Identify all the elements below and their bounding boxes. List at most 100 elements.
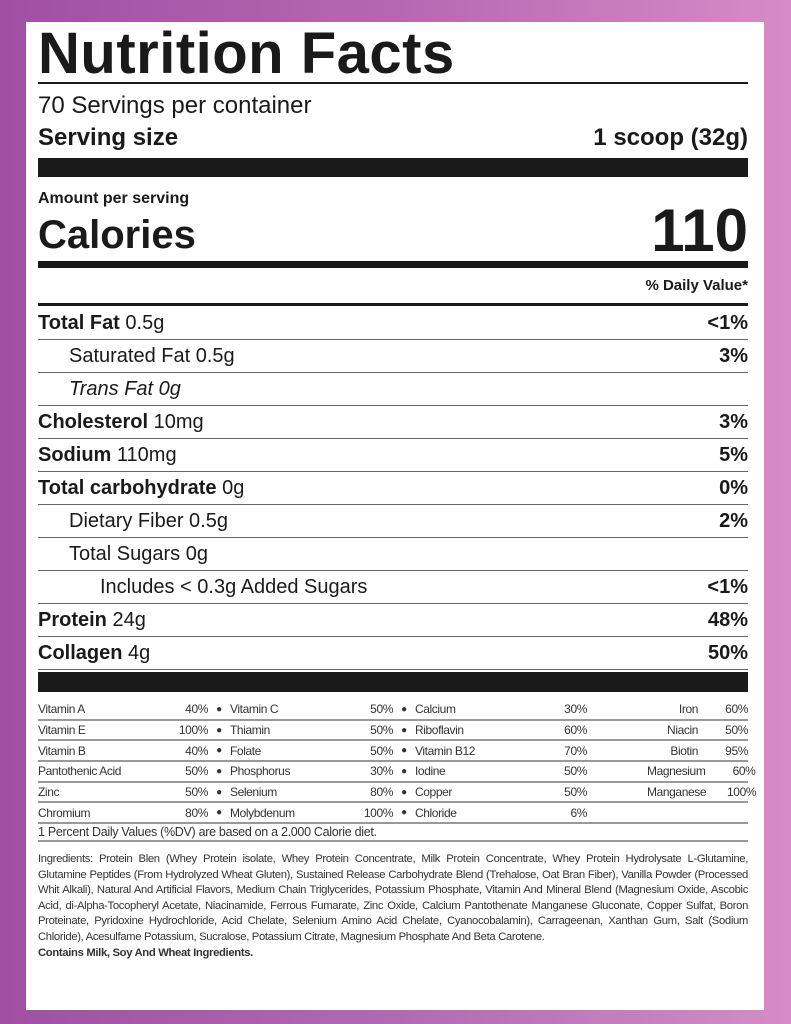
- vitamin-mineral-table: Vitamin A 40% ● Vitamin C 50% ● Calcium 30% Iron…: [38, 700, 757, 825]
- servings-per-container: 70 Servings per container: [38, 92, 748, 120]
- thick-divider: [38, 672, 748, 692]
- bullet-icon: ●: [401, 807, 407, 819]
- nutrient-label: Includes < 0.3g Added Sugars: [38, 576, 367, 599]
- footnote: 1 Percent Daily Values (%DV) are based o…: [38, 824, 748, 842]
- vitamin-dv: 50%: [564, 785, 587, 800]
- nutrient-row: Total Fat 0.5g <1%: [38, 307, 748, 340]
- nutrient-amount: 0.5g: [189, 509, 228, 532]
- vitamin-name: Iron: [678, 702, 698, 717]
- nutrient-label: Dietary Fiber 0.5g: [38, 510, 228, 533]
- vitamin-dv: 60%: [564, 723, 587, 738]
- nutrient-label: Saturated Fat 0.5g: [38, 345, 235, 368]
- nutrient-daily-value: <1%: [707, 311, 748, 334]
- nutrient-name: Trans Fat: [69, 377, 154, 400]
- nutrient-daily-value: 3%: [719, 410, 748, 433]
- nutrient-name: Dietary Fiber: [69, 509, 184, 532]
- nutrient-amount: 0g: [158, 377, 181, 400]
- bullet-icon: ●: [401, 765, 407, 777]
- vitamin-name: Pantothenic Acid: [38, 764, 121, 779]
- nutrient-amount: 0.5g: [195, 344, 235, 367]
- vitamin-row: Vitamin A 40% ● Vitamin C 50% ● Calcium 30% Iron…: [38, 700, 748, 721]
- vitamin-row: Zinc 50% ● Selenium 80% ● Copper 50% Manganese 10…: [38, 783, 757, 804]
- nutrient-row: Dietary Fiber 0.5g 2%: [38, 505, 748, 538]
- bullet-icon: ●: [216, 703, 222, 715]
- serving-size-label: Serving size: [38, 124, 179, 151]
- vitamin-dv: 40%: [185, 743, 208, 758]
- thick-divider: [38, 158, 748, 177]
- daily-value-header: % Daily Value*: [38, 275, 748, 295]
- calories-row: Calories 110: [38, 197, 748, 264]
- nutrient-label: Total Sugars 0g: [38, 543, 208, 566]
- nutrient-name: Sodium: [38, 443, 112, 466]
- calories-value: 110: [651, 196, 748, 264]
- vitamin-dv: 50%: [185, 785, 208, 800]
- vitamin-row: Chromium 80% ● Molybdenum 100% ● Chloride 6%: [38, 803, 748, 825]
- vitamin-dv: 100%: [363, 805, 393, 820]
- nutrient-amount: 24g: [112, 608, 146, 631]
- vitamin-name: Calcium: [415, 702, 456, 717]
- nutrient-label: Sodium 110mg: [38, 444, 177, 467]
- vitamin-name: Vitamin A: [38, 702, 85, 717]
- ingredients-text: Ingredients: Protein Blen (Whey Protein …: [38, 853, 748, 943]
- vitamin-name: Zinc: [38, 785, 60, 800]
- vitamin-dv: 50%: [725, 723, 748, 738]
- nutrient-label: Cholesterol 10mg: [38, 411, 204, 434]
- vitamin-dv: 50%: [370, 723, 393, 738]
- vitamin-name: Chloride: [415, 805, 457, 820]
- nutrient-row: Protein 24g 48%: [38, 604, 748, 637]
- vitamin-name: Niacin: [667, 723, 698, 738]
- nutrient-daily-value: 2%: [719, 509, 748, 532]
- vitamin-dv: 60%: [732, 764, 756, 779]
- vitamin-dv: 80%: [370, 785, 393, 800]
- divider: [38, 82, 748, 84]
- medium-divider: [38, 261, 748, 268]
- bullet-icon: ●: [216, 724, 222, 736]
- divider: [38, 303, 748, 306]
- nutrient-name: Saturated Fat: [69, 344, 191, 367]
- amount-per-serving: Amount per serving: [38, 189, 748, 209]
- calories-label: Calories: [38, 212, 196, 257]
- nutrient-label: Total carbohydrate 0g: [38, 477, 244, 500]
- allergen-statement: Contains Milk, Soy And Wheat Ingredients…: [38, 946, 253, 959]
- vitamin-dv: 30%: [370, 764, 393, 779]
- bullet-icon: ●: [401, 745, 407, 757]
- nutrient-name: Total carbohydrate: [38, 476, 217, 499]
- vitamin-dv: 70%: [564, 743, 587, 758]
- nutrient-name: Total Sugars: [69, 542, 181, 565]
- vitamin-name: Folate: [230, 743, 261, 758]
- vitamin-name: Chromium: [38, 805, 91, 820]
- vitamin-name: Phosphorus: [230, 764, 291, 779]
- nutrient-daily-value: 5%: [719, 443, 748, 466]
- nutrient-amount: 0.5g: [125, 311, 165, 334]
- vitamin-dv: 30%: [564, 702, 587, 717]
- nutrient-row: Collagen 4g 50%: [38, 637, 748, 670]
- vitamin-name: Molybdenum: [230, 805, 295, 820]
- vitamin-name: Riboflavin: [415, 723, 464, 738]
- label-title: Nutrition Facts: [38, 21, 455, 86]
- nutrient-row: Saturated Fat 0.5g 3%: [38, 340, 748, 373]
- vitamin-name: Vitamin C: [230, 702, 279, 717]
- vitamin-name: Vitamin E: [38, 723, 86, 738]
- daily-value-text: % Daily Value*: [645, 276, 748, 294]
- nutrient-amount: 0g: [222, 476, 245, 499]
- serving-size-row: Serving size 1 scoop (32g): [38, 123, 748, 153]
- nutrient-label: Total Fat 0.5g: [38, 312, 164, 335]
- vitamin-name: Biotin: [670, 743, 698, 758]
- vitamin-name: Copper: [415, 785, 452, 800]
- bullet-icon: ●: [401, 724, 407, 736]
- vitamin-dv: 50%: [564, 764, 587, 779]
- nutrient-amount: 4g: [128, 641, 151, 664]
- nutrient-row: Sodium 110mg 5%: [38, 439, 748, 472]
- vitamin-dv: 50%: [370, 702, 393, 717]
- footnote-text: 1 Percent Daily Values (%DV) are based o…: [38, 825, 377, 839]
- vitamin-name: Magnesium: [647, 764, 706, 779]
- nutrient-daily-value: 48%: [707, 608, 748, 631]
- bullet-icon: ●: [216, 745, 222, 757]
- nutrient-daily-value: <1%: [707, 575, 748, 598]
- nutrient-label: Collagen 4g: [38, 642, 150, 665]
- bullet-icon: ●: [401, 703, 407, 715]
- vitamin-dv: 100%: [178, 723, 208, 738]
- vitamin-dv: 95%: [725, 743, 748, 758]
- nutrient-name: Cholesterol: [38, 410, 149, 433]
- nutrient-row: Total Sugars 0g: [38, 538, 748, 571]
